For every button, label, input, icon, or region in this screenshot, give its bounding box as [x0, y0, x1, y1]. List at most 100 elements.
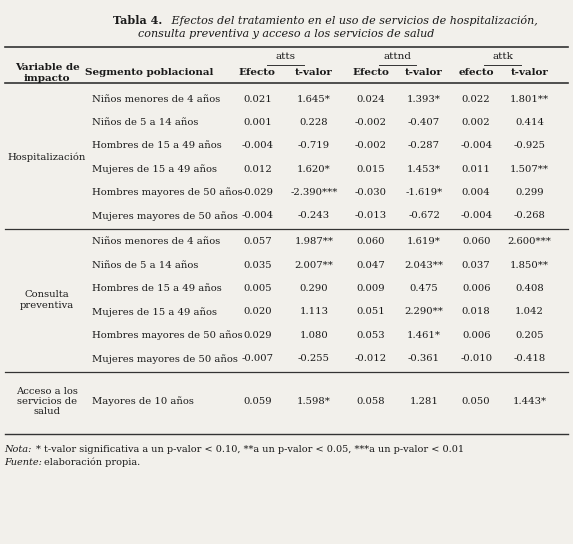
Text: Mayores de 10 años: Mayores de 10 años	[92, 397, 194, 406]
Text: 0.050: 0.050	[462, 397, 490, 406]
Text: 2.007**: 2.007**	[295, 261, 333, 270]
Text: -0.361: -0.361	[408, 354, 440, 363]
Text: 0.053: 0.053	[356, 331, 385, 340]
Text: 0.012: 0.012	[243, 165, 272, 174]
Text: 1.281: 1.281	[410, 397, 438, 406]
Text: 0.060: 0.060	[462, 237, 490, 246]
Text: 1.453*: 1.453*	[407, 165, 441, 174]
Text: Niños de 5 a 14 años: Niños de 5 a 14 años	[92, 118, 198, 127]
Text: -0.002: -0.002	[355, 118, 387, 127]
Text: t-valor: t-valor	[511, 69, 548, 77]
Text: Fuente:: Fuente:	[5, 458, 42, 467]
Text: 0.018: 0.018	[462, 307, 490, 317]
Text: 0.205: 0.205	[515, 331, 544, 340]
Text: 0.414: 0.414	[515, 118, 544, 127]
Text: Hombres de 15 a 49 años: Hombres de 15 a 49 años	[92, 141, 221, 150]
Text: 0.015: 0.015	[356, 165, 385, 174]
Text: 0.408: 0.408	[515, 284, 544, 293]
Text: -0.007: -0.007	[241, 354, 273, 363]
Text: Mujeres mayores de 50 años: Mujeres mayores de 50 años	[92, 354, 238, 363]
Text: 0.029: 0.029	[243, 331, 272, 340]
Text: 0.475: 0.475	[410, 284, 438, 293]
Text: 1.987**: 1.987**	[295, 237, 333, 246]
Text: Hombres de 15 a 49 años: Hombres de 15 a 49 años	[92, 284, 221, 293]
Text: 0.005: 0.005	[243, 284, 272, 293]
Text: 0.057: 0.057	[243, 237, 272, 246]
Text: 1.113: 1.113	[300, 307, 328, 317]
Text: 0.047: 0.047	[356, 261, 385, 270]
Text: -0.002: -0.002	[355, 141, 387, 150]
Text: t-valor: t-valor	[295, 69, 333, 77]
Text: -0.030: -0.030	[355, 188, 387, 197]
Text: Nota:: Nota:	[5, 445, 32, 454]
Text: 1.620*: 1.620*	[297, 165, 331, 174]
Text: -0.268: -0.268	[513, 212, 545, 220]
Text: Hospitalización: Hospitalización	[8, 153, 86, 162]
Text: 0.035: 0.035	[243, 261, 272, 270]
Text: 0.020: 0.020	[243, 307, 272, 317]
Text: Niños menores de 4 años: Niños menores de 4 años	[92, 95, 220, 103]
Text: attnd: attnd	[383, 52, 411, 61]
Text: 1.461*: 1.461*	[407, 331, 441, 340]
Text: -0.255: -0.255	[298, 354, 330, 363]
Text: 0.051: 0.051	[356, 307, 385, 317]
Text: Niños de 5 a 14 años: Niños de 5 a 14 años	[92, 261, 198, 270]
Text: 0.021: 0.021	[243, 95, 272, 103]
Text: Variable de
impacto: Variable de impacto	[14, 63, 80, 83]
Text: 0.002: 0.002	[462, 118, 490, 127]
Text: consulta preventiva y acceso a los servicios de salud: consulta preventiva y acceso a los servi…	[138, 29, 435, 39]
Text: Hombres mayores de 50 años: Hombres mayores de 50 años	[92, 188, 242, 197]
Text: atts: atts	[276, 52, 296, 61]
Text: -0.010: -0.010	[460, 354, 492, 363]
Text: 0.037: 0.037	[462, 261, 490, 270]
Text: Acceso a los
servicios de
salud: Acceso a los servicios de salud	[16, 387, 78, 416]
Text: -0.004: -0.004	[460, 141, 492, 150]
Text: -0.004: -0.004	[460, 212, 492, 220]
Text: -0.243: -0.243	[298, 212, 330, 220]
Text: 1.619*: 1.619*	[407, 237, 441, 246]
Text: 0.060: 0.060	[356, 237, 385, 246]
Text: Mujeres mayores de 50 años: Mujeres mayores de 50 años	[92, 211, 238, 221]
Text: 1.645*: 1.645*	[297, 95, 331, 103]
Text: Segmento poblacional: Segmento poblacional	[85, 69, 213, 77]
Text: 0.006: 0.006	[462, 331, 490, 340]
Text: 0.059: 0.059	[243, 397, 272, 406]
Text: 0.024: 0.024	[356, 95, 385, 103]
Text: -0.004: -0.004	[241, 212, 273, 220]
Text: -0.418: -0.418	[513, 354, 545, 363]
Text: -0.407: -0.407	[408, 118, 440, 127]
Text: 0.004: 0.004	[462, 188, 490, 197]
Text: 0.290: 0.290	[300, 284, 328, 293]
Text: 0.299: 0.299	[515, 188, 544, 197]
Text: 0.001: 0.001	[243, 118, 272, 127]
Text: attk: attk	[492, 52, 513, 61]
Text: 1.042: 1.042	[515, 307, 544, 317]
Text: 1.507**: 1.507**	[510, 165, 549, 174]
Text: 0.022: 0.022	[462, 95, 490, 103]
Text: Mujeres de 15 a 49 años: Mujeres de 15 a 49 años	[92, 164, 217, 174]
Text: Mujeres de 15 a 49 años: Mujeres de 15 a 49 años	[92, 307, 217, 317]
Text: 0.006: 0.006	[462, 284, 490, 293]
Text: Efecto: Efecto	[239, 69, 276, 77]
Text: 1.393*: 1.393*	[407, 95, 441, 103]
Text: Efecto: Efecto	[352, 69, 389, 77]
Text: 2.043**: 2.043**	[405, 261, 444, 270]
Text: Consulta
preventiva: Consulta preventiva	[20, 290, 74, 310]
Text: Hombres mayores de 50 años: Hombres mayores de 50 años	[92, 330, 242, 340]
Text: -0.925: -0.925	[513, 141, 545, 150]
Text: 1.443*: 1.443*	[512, 397, 547, 406]
Text: -0.672: -0.672	[408, 212, 440, 220]
Text: 0.011: 0.011	[462, 165, 490, 174]
Text: 1.080: 1.080	[300, 331, 328, 340]
Text: -2.390***: -2.390***	[291, 188, 337, 197]
Text: efecto: efecto	[458, 69, 494, 77]
Text: -0.287: -0.287	[408, 141, 440, 150]
Text: 0.058: 0.058	[356, 397, 385, 406]
Text: -1.619*: -1.619*	[405, 188, 443, 197]
Text: Tabla 4.: Tabla 4.	[113, 15, 162, 26]
Text: 1.598*: 1.598*	[297, 397, 331, 406]
Text: -0.719: -0.719	[298, 141, 330, 150]
Text: 0.009: 0.009	[356, 284, 385, 293]
Text: 2.600***: 2.600***	[508, 237, 551, 246]
Text: -0.004: -0.004	[241, 141, 273, 150]
